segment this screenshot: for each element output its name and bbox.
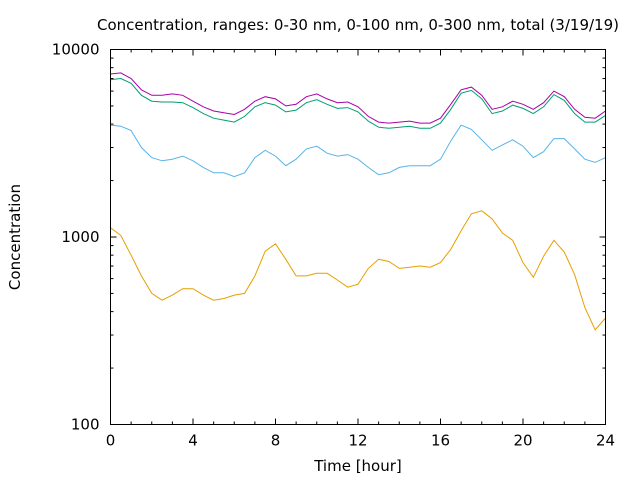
y-tick-label: 1000	[61, 228, 99, 246]
x-tick-label: 24	[596, 432, 615, 450]
series-line-1	[110, 72, 606, 124]
y-axis-label: Concentration	[6, 184, 24, 290]
x-tick-label: 8	[271, 432, 281, 450]
y-tick-label: 100	[71, 416, 100, 434]
y-tick-label: 10000	[52, 41, 100, 59]
x-tick-label: 12	[348, 432, 367, 450]
x-tick-label: 20	[513, 432, 532, 450]
plot-frame	[110, 49, 606, 425]
chart-title: Concentration, ranges: 0-30 nm, 0-100 nm…	[97, 16, 619, 34]
series-line-4	[110, 210, 606, 331]
x-tick-label: 16	[431, 432, 450, 450]
series-lines	[110, 72, 606, 331]
y-tick-labels: 100 1000 10000	[52, 41, 100, 434]
axis-ticks	[110, 49, 606, 425]
x-axis-label: Time [hour]	[313, 457, 402, 475]
x-tick-labels: 0 4 8 12 16 20 24	[106, 432, 615, 450]
x-tick-label: 4	[188, 432, 198, 450]
series-line-3	[110, 124, 606, 178]
series-line-2	[110, 77, 606, 129]
x-tick-label: 0	[106, 432, 116, 450]
